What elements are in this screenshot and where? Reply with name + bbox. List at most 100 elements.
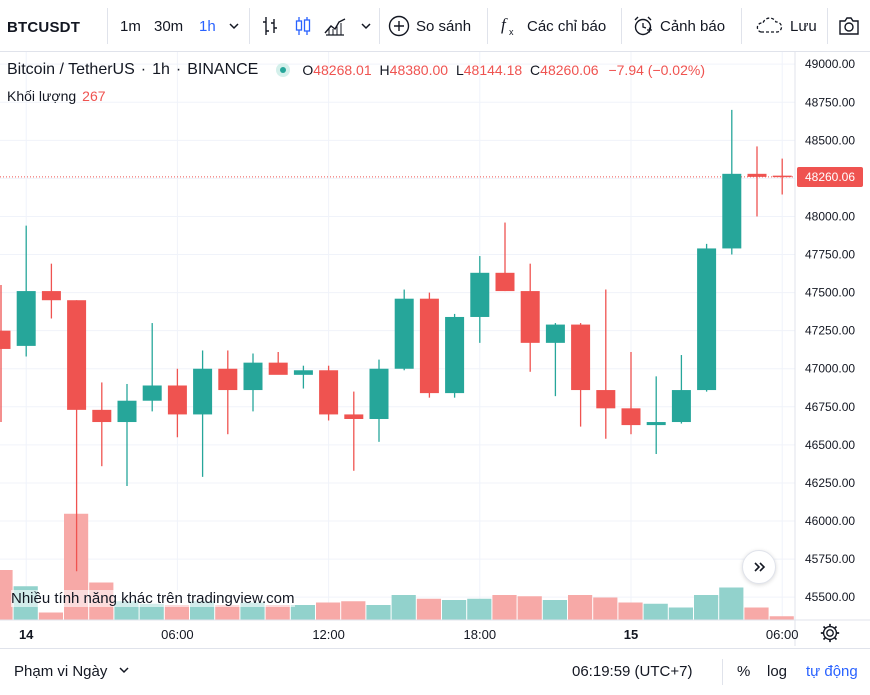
divider (379, 8, 380, 44)
percent-scale-toggle[interactable]: % (737, 663, 751, 680)
legend-close: 48260.06 (540, 62, 599, 78)
volume-bar (467, 598, 492, 620)
area-chart-icon[interactable] (323, 14, 347, 38)
candle-body (470, 272, 490, 317)
candle-body (193, 368, 213, 415)
clock-timezone[interactable]: 06:19:59 (UTC+7) (572, 663, 693, 680)
candle (722, 109, 742, 255)
candle (319, 365, 339, 421)
date-range-label: Phạm vi Ngày (14, 663, 108, 680)
candle-body (243, 362, 263, 391)
save-button[interactable]: Lưu (754, 13, 817, 39)
camera-icon[interactable] (837, 14, 861, 38)
volume-bar (517, 596, 542, 620)
save-label: Lưu (790, 17, 817, 35)
candle (92, 382, 112, 467)
legend-interval: 1h (152, 61, 170, 78)
legend-separator: · (175, 61, 182, 78)
last-price-label: 48260.06 (797, 167, 863, 187)
candle-body (268, 362, 288, 375)
volume-bar (618, 602, 643, 620)
legend-ohlc: O48268.01 H48380.00 L48144.18 C48260.06 … (302, 62, 705, 78)
divider (827, 8, 828, 44)
alert-button[interactable]: Cảnh báo (632, 13, 725, 39)
candle-body (621, 408, 641, 426)
candle (747, 146, 767, 217)
candle-body (218, 368, 238, 391)
price-chart[interactable]: 49000.0048750.0048500.0048250.0048000.00… (0, 52, 870, 646)
divider (722, 659, 723, 685)
candle-body (142, 385, 162, 401)
candle (142, 323, 162, 412)
time-tick-label: 06:00 (161, 627, 194, 642)
market-status-icon[interactable] (276, 63, 291, 77)
volume-bar (391, 595, 416, 620)
candle (621, 351, 641, 435)
bar-chart-icon[interactable] (258, 14, 282, 38)
time-tick-label: 18:00 (464, 627, 497, 642)
price-tick-label: 48750.00 (805, 95, 855, 109)
volume-bar (0, 570, 13, 620)
time-axis: 14 06:00 12:00 18:00 15 06:00 (19, 627, 799, 642)
chevron-down-icon[interactable] (226, 18, 242, 34)
candle-body (67, 300, 87, 410)
log-scale-toggle[interactable]: log (767, 663, 788, 680)
interval-30m[interactable]: 30m (154, 18, 184, 35)
candle-chart-icon[interactable] (291, 14, 315, 38)
price-tick-label: 49000.00 (805, 57, 855, 71)
time-tick-label: 15 (624, 627, 638, 642)
auto-scale-toggle[interactable]: tự động (806, 663, 858, 680)
scroll-to-realtime-button[interactable] (742, 550, 776, 584)
divider (487, 8, 488, 44)
indicators-label: Các chỉ báo (527, 17, 607, 35)
time-tick-label: 12:00 (312, 627, 345, 642)
volume-bar (38, 612, 63, 620)
compare-button[interactable]: So sánh (388, 13, 471, 39)
price-tick-label: 48500.00 (805, 133, 855, 147)
divider (107, 8, 108, 44)
date-range-button[interactable]: Phạm vi Ngày (14, 663, 130, 680)
candle (545, 323, 565, 397)
candles (0, 109, 792, 572)
candle (369, 359, 389, 442)
interval-1h[interactable]: 1h (199, 18, 216, 35)
candle (0, 284, 11, 423)
candle (41, 263, 61, 319)
candle (470, 256, 490, 343)
legend-exchange: BINANCE (187, 61, 259, 78)
volume-value: 267 (82, 88, 106, 104)
candle (571, 323, 591, 427)
price-tick-label: 45750.00 (805, 552, 855, 566)
double-chevron-right-icon (754, 562, 766, 572)
price-axis: 49000.0048750.0048500.0048250.0048000.00… (805, 57, 855, 604)
divider (741, 8, 742, 44)
plus-circle-icon (388, 15, 410, 37)
volume-legend: Khối lượng 267 (7, 88, 106, 104)
chevron-down-icon (119, 667, 129, 674)
alarm-icon (634, 16, 652, 36)
symbol-search[interactable]: BTCUSDT (7, 19, 81, 36)
legend-low: 48144.18 (463, 62, 523, 78)
interval-1m[interactable]: 1m (120, 18, 141, 35)
gear-icon[interactable] (819, 622, 841, 644)
compare-label: So sánh (416, 17, 472, 35)
candle (772, 158, 792, 195)
candle-body (92, 409, 112, 423)
price-tick-label: 46500.00 (805, 438, 855, 452)
candle (67, 300, 87, 572)
candle-body (293, 370, 313, 375)
chevron-down-icon[interactable] (358, 18, 374, 34)
volume-bar (164, 605, 189, 620)
volume-bar (719, 587, 744, 620)
price-tick-label: 47000.00 (805, 362, 855, 376)
svg-text:f: f (501, 15, 508, 34)
price-tick-label: 48000.00 (805, 209, 855, 223)
candle-body (319, 370, 339, 415)
legend-open: 48268.01 (313, 62, 372, 78)
candle (697, 243, 717, 392)
candle-body (495, 272, 515, 292)
tradingview-watermark[interactable]: Nhiều tính năng khác trên tradingview.co… (11, 590, 295, 607)
candle-body (545, 324, 565, 343)
